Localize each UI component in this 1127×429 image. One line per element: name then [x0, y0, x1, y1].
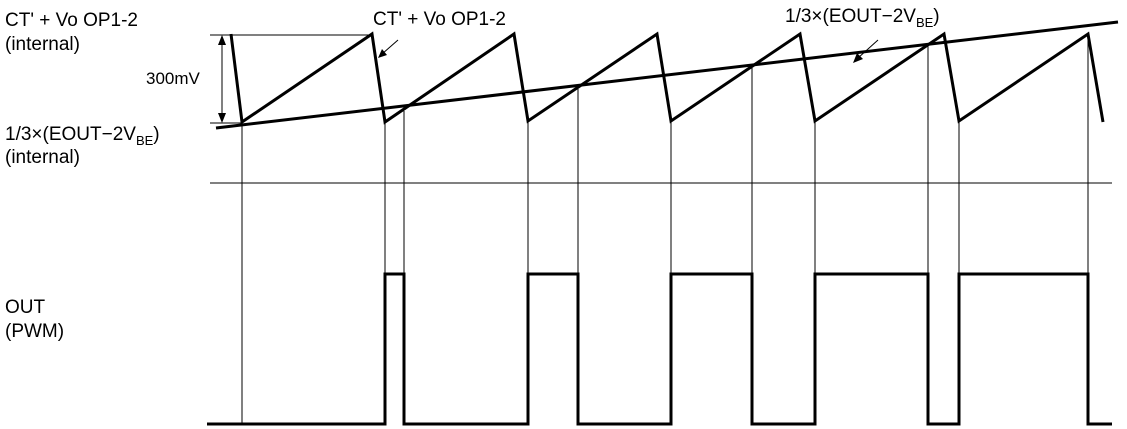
reference-label-top: 1/3×(EOUT−2VBE) [785, 6, 940, 30]
ramp-label-top: CT' + Vo OP1-2 [373, 9, 506, 30]
out-label: OUT [5, 297, 46, 318]
timing-guides [241, 38, 1089, 424]
pwm-output-waveform [207, 272, 1112, 426]
ramp-pointer-line [381, 39, 399, 55]
reference-pointer-arrow [853, 53, 863, 63]
amplitude-arrow-down [218, 113, 226, 123]
out-label-pwm: (PWM) [5, 321, 64, 342]
ramp-label-left-internal: (internal) [5, 34, 80, 55]
reference-label-left: 1/3×(EOUT−2VBE) [5, 124, 160, 148]
ramp-label-left: CT' + Vo OP1-2 [5, 10, 138, 31]
ramp-pointer-arrow [378, 49, 387, 58]
reference-pointer-line [857, 39, 879, 59]
reference-label-left-internal: (internal) [5, 147, 80, 168]
amplitude-label: 300mV [146, 69, 201, 88]
amplitude-arrow-up [218, 35, 226, 45]
sawtooth-waveform [229, 31, 1105, 125]
reference-level-line [215, 20, 1119, 130]
